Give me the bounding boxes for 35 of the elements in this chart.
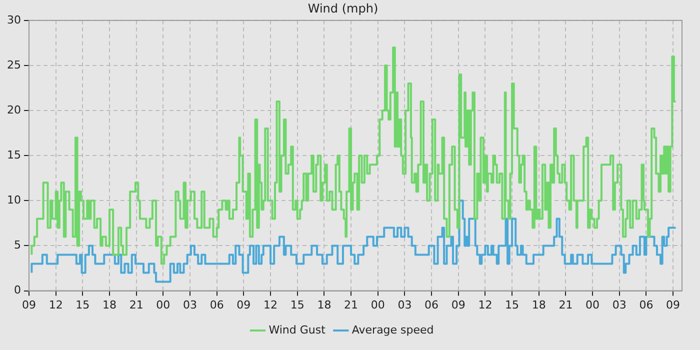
x-tick-label: 00 [370, 298, 385, 312]
x-tick-label: 12 [48, 298, 63, 312]
x-tick-label: 09 [22, 298, 36, 312]
y-tick-label: 20 [6, 103, 21, 116]
x-tick-label: 09 [451, 298, 466, 312]
x-tick-label: 12 [478, 298, 492, 312]
x-tick-label: 03 [183, 298, 198, 312]
x-tick-label: 21 [344, 298, 358, 312]
y-tick-label: 10 [6, 194, 21, 207]
x-tick-label: 15 [290, 298, 304, 312]
x-tick-label: 00 [156, 298, 170, 312]
x-tick-label: 06 [210, 298, 224, 312]
x-tick-label: 00 [586, 298, 600, 312]
y-tick-label: 25 [6, 58, 21, 72]
x-tick-label: 18 [102, 298, 117, 312]
y-tick-label: 30 [6, 13, 21, 26]
x-tick-label: 06 [424, 298, 439, 312]
x-tick-label: 06 [639, 298, 654, 312]
x-tick-label: 18 [532, 298, 546, 312]
legend-label: Average speed [352, 323, 434, 336]
x-tick-label: 18 [317, 298, 332, 312]
legend-label: Wind Gust [268, 323, 326, 336]
y-tick-label: 0 [14, 284, 21, 297]
x-tick-label: 09 [666, 298, 680, 312]
x-tick-label: 12 [264, 298, 278, 312]
x-tick-label: 15 [505, 298, 520, 312]
x-tick-label: 21 [129, 298, 144, 312]
x-tick-label: 03 [398, 298, 412, 312]
x-tick-label: 09 [236, 298, 251, 312]
x-tick-label: 21 [558, 298, 573, 312]
y-tick-label: 5 [14, 238, 21, 252]
x-tick-label: 15 [76, 298, 90, 312]
y-tick-label: 15 [6, 148, 21, 162]
chart-title: Wind (mph) [308, 1, 378, 16]
x-tick-label: 03 [612, 298, 626, 312]
